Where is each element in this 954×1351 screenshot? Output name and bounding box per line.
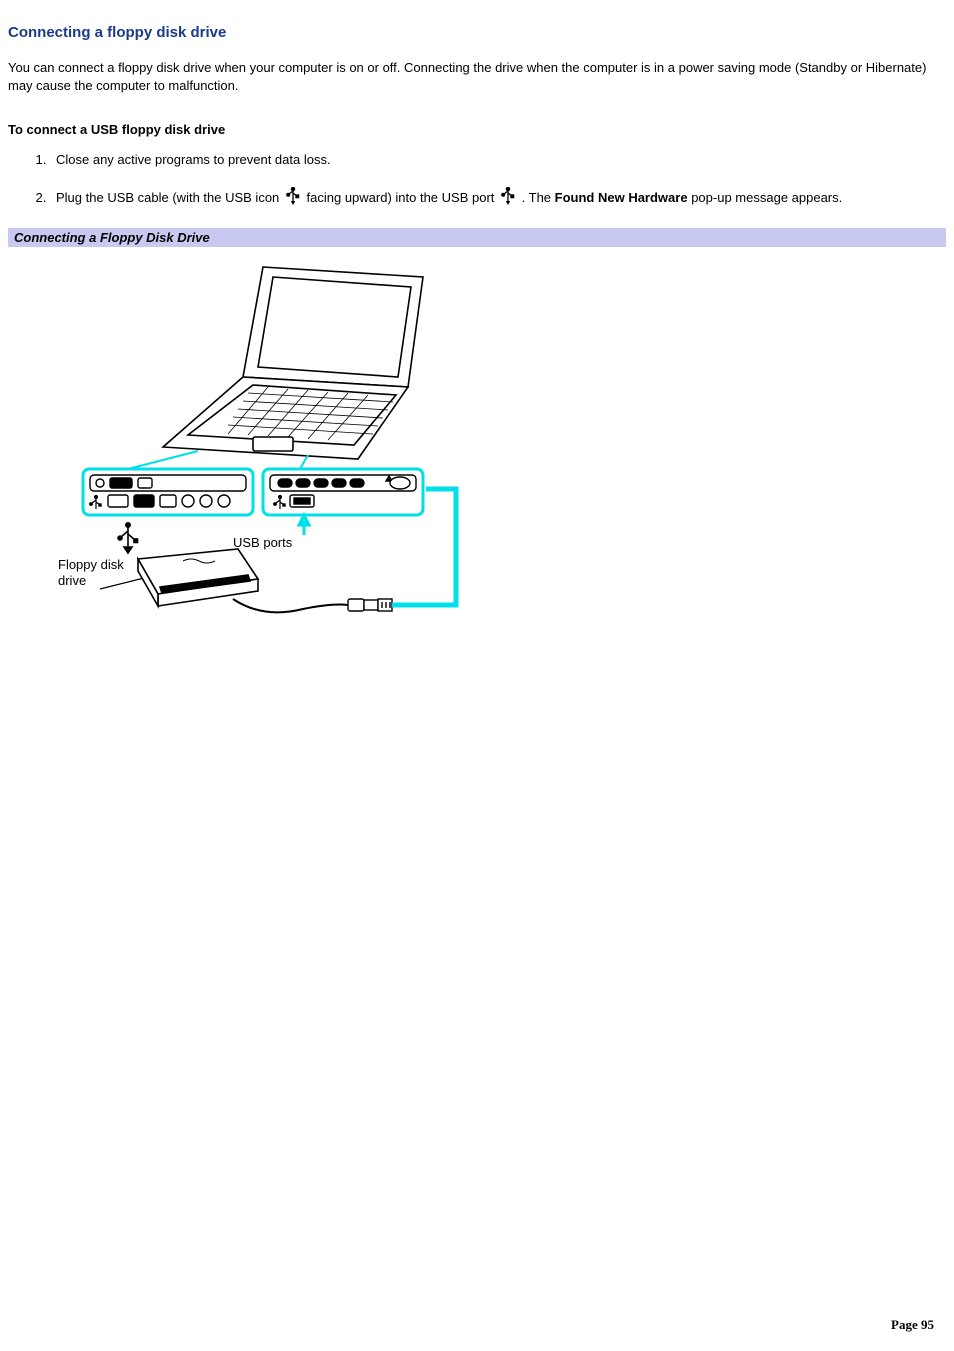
section-title: Connecting a floppy disk drive xyxy=(8,24,946,41)
document-page: Connecting a floppy disk drive You can c… xyxy=(0,0,954,1351)
step-2-text-a: Plug the USB cable (with the USB icon xyxy=(56,190,283,205)
step-2-text-c: . The xyxy=(522,190,555,205)
floppy-connection-diagram: USB ports Floppy disk drive xyxy=(48,259,498,619)
label-usb-ports: USB ports xyxy=(233,535,293,550)
figure-caption: Connecting a Floppy Disk Drive xyxy=(8,228,946,247)
step-2: Plug the USB cable (with the USB icon fa… xyxy=(50,187,946,210)
intro-paragraph: You can connect a floppy disk drive when… xyxy=(8,59,946,94)
page-number: Page 95 xyxy=(891,1317,934,1333)
steps-list: Close any active programs to prevent dat… xyxy=(8,151,946,210)
label-floppy-line2: drive xyxy=(58,573,86,588)
procedure-heading: To connect a USB floppy disk drive xyxy=(8,122,946,137)
usb-icon xyxy=(500,187,516,210)
step-2-text-b: facing upward) into the USB port xyxy=(307,190,499,205)
step-2-bold: Found New Hardware xyxy=(555,190,688,205)
label-floppy-line1: Floppy disk xyxy=(58,557,124,572)
figure: USB ports Floppy disk drive xyxy=(8,247,946,624)
step-1: Close any active programs to prevent dat… xyxy=(50,151,946,169)
usb-icon xyxy=(285,187,301,210)
step-2-text-d: pop-up message appears. xyxy=(691,190,842,205)
